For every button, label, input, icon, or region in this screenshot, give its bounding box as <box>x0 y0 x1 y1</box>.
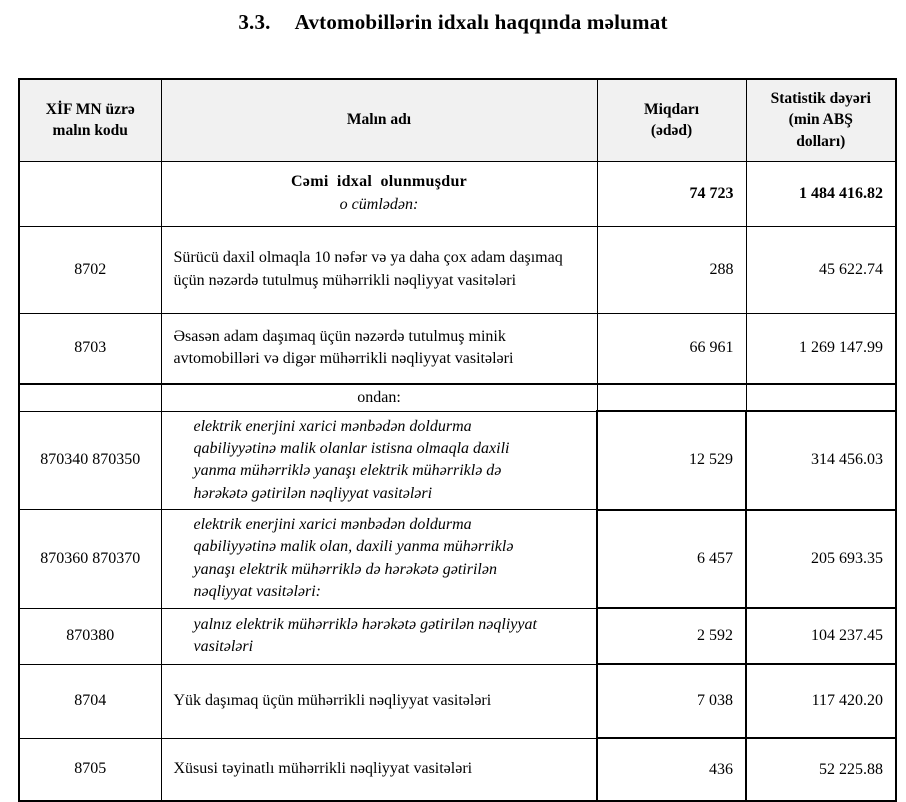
cell-name: yalnız elektrik mühərriklə hərəkətə gəti… <box>160 607 598 665</box>
table-row: 870380 yalnız elektrik mühərriklə hərəkə… <box>18 607 897 665</box>
cell-name: Yük daşımaq üçün mühərrikli nəqliyyat va… <box>160 663 598 739</box>
cell-qty <box>596 383 747 412</box>
table-row: 870360 870370 elektrik enerjini xarici m… <box>18 508 897 609</box>
cell-code: 8704 <box>18 663 162 739</box>
table-row: 8703 Əsasən adam daşımaq üçün nəzərdə tu… <box>18 312 897 385</box>
cell-value <box>745 383 897 412</box>
table-row: 8704 Yük daşımaq üçün mühərrikli nəqliyy… <box>18 663 897 739</box>
section-title-text: Avtomobillərin idxalı haqqında məlumat <box>294 10 668 34</box>
cell-qty: 2 592 <box>596 607 747 665</box>
total-sublabel: o cümlədən: <box>339 195 419 213</box>
cell-value: 45 622.74 <box>745 225 897 314</box>
section-number: 3.3. <box>238 10 271 34</box>
cell-value: 1 269 147.99 <box>745 312 897 385</box>
col-header-code: XİF MN üzrə malın kodu <box>18 78 162 162</box>
cell-value: 104 237.45 <box>745 607 897 665</box>
cell-value: 1 484 416.82 <box>745 160 897 227</box>
total-label: Cəmi idxal olunmuşdur <box>290 173 468 191</box>
cell-qty: 6 457 <box>596 508 747 609</box>
page-title: 3.3. Avtomobillərin idxalı haqqında məlum… <box>0 10 906 35</box>
cell-qty: 288 <box>596 225 747 314</box>
header-row: XİF MN üzrə malın kodu Malın adı Miqdarı… <box>18 78 897 162</box>
cell-value: 314 456.03 <box>745 410 897 511</box>
cell-name: Cəmi idxal olunmuşdur o cümlədən: <box>160 160 598 227</box>
cell-qty: 74 723 <box>596 160 747 227</box>
cell-code <box>18 160 162 227</box>
cell-code: 870360 870370 <box>18 509 162 609</box>
cell-name: Xüsusi təyinatlı mühərrikli nəqliyyat va… <box>160 737 598 802</box>
cell-value: 205 693.35 <box>745 508 897 609</box>
cell-code: 870340 870350 <box>18 410 162 511</box>
table-row: 8702 Sürücü daxil olmaqla 10 nəfər və ya… <box>18 225 897 314</box>
col-header-name: Malın adı <box>160 78 598 162</box>
cell-code: 8705 <box>18 737 162 802</box>
import-statistics-table: XİF MN üzrə malın kodu Malın adı Miqdarı… <box>18 78 897 802</box>
cell-code: 870380 <box>18 607 162 665</box>
cell-qty: 7 038 <box>596 663 747 739</box>
cell-qty: 12 529 <box>596 410 747 511</box>
table-row: 8705 Xüsusi təyinatlı mühərrikli nəqliyy… <box>18 737 897 802</box>
cell-code: 8702 <box>18 225 162 314</box>
cell-qty: 436 <box>596 737 747 802</box>
col-header-qty: Miqdarı (ədəd) <box>596 78 747 162</box>
table-row: 870340 870350 elektrik enerjini xarici m… <box>18 410 897 511</box>
cell-qty: 66 961 <box>596 312 747 385</box>
cell-name: Sürücü daxil olmaqla 10 nəfər və ya daha… <box>160 225 598 314</box>
table-row-total: Cəmi idxal olunmuşdur o cümlədən: 74 723… <box>18 160 897 227</box>
cell-code <box>18 383 162 412</box>
cell-value: 52 225.88 <box>745 737 897 802</box>
cell-value: 117 420.20 <box>745 663 897 739</box>
cell-name: Əsasən adam daşımaq üçün nəzərdə tutulmu… <box>160 312 598 385</box>
cell-name: ondan: <box>160 383 598 412</box>
col-header-value: Statistik dəyəri (min ABŞ dolları) <box>745 78 897 162</box>
cell-name: elektrik enerjini xarici mənbədən doldur… <box>160 410 598 511</box>
cell-name: elektrik enerjini xarici mənbədən doldur… <box>160 509 598 609</box>
table-row-subheading: ondan: <box>18 383 897 412</box>
cell-code: 8703 <box>18 312 162 385</box>
